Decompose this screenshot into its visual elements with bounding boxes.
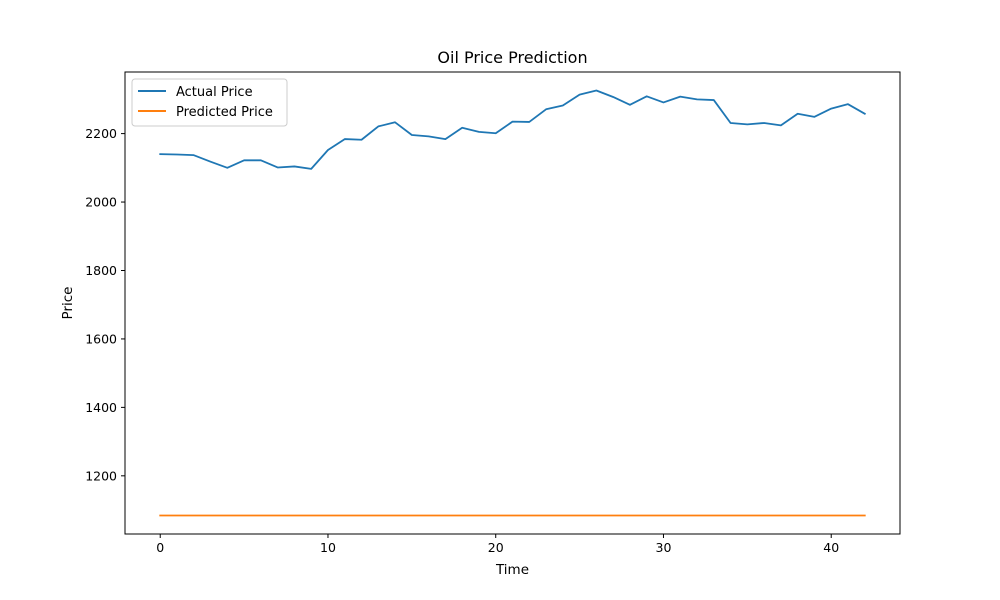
- axis-ticks: 0 10 20 30 40 1200 1400 1600 1800 2000 2200: [85, 126, 839, 555]
- plot-frame: [124, 71, 901, 535]
- series-line-actual: [159, 89, 866, 170]
- y-tick-label: 1800: [85, 263, 117, 278]
- legend: Actual Price Predicted Price: [131, 78, 288, 127]
- legend-box: [131, 78, 288, 127]
- x-tick-label: 20: [488, 540, 504, 555]
- y-tick-label: 2200: [85, 126, 117, 141]
- legend-label-actual: Actual Price: [176, 85, 253, 100]
- plot-area: [159, 89, 866, 517]
- chart-title: Oil Price Prediction: [437, 48, 587, 67]
- x-tick-label: 40: [823, 540, 839, 555]
- y-tick-label: 2000: [85, 195, 117, 210]
- y-tick-label: 1200: [85, 468, 117, 483]
- y-tick-label: 1600: [85, 331, 117, 346]
- x-tick-label: 0: [156, 540, 164, 555]
- x-axis-label: Time: [495, 562, 529, 578]
- x-tick-label: 10: [320, 540, 336, 555]
- x-tick-label: 30: [656, 540, 672, 555]
- y-tick-label: 1400: [85, 400, 117, 415]
- y-axis-label: Price: [60, 287, 76, 320]
- legend-label-predicted: Predicted Price: [176, 105, 273, 120]
